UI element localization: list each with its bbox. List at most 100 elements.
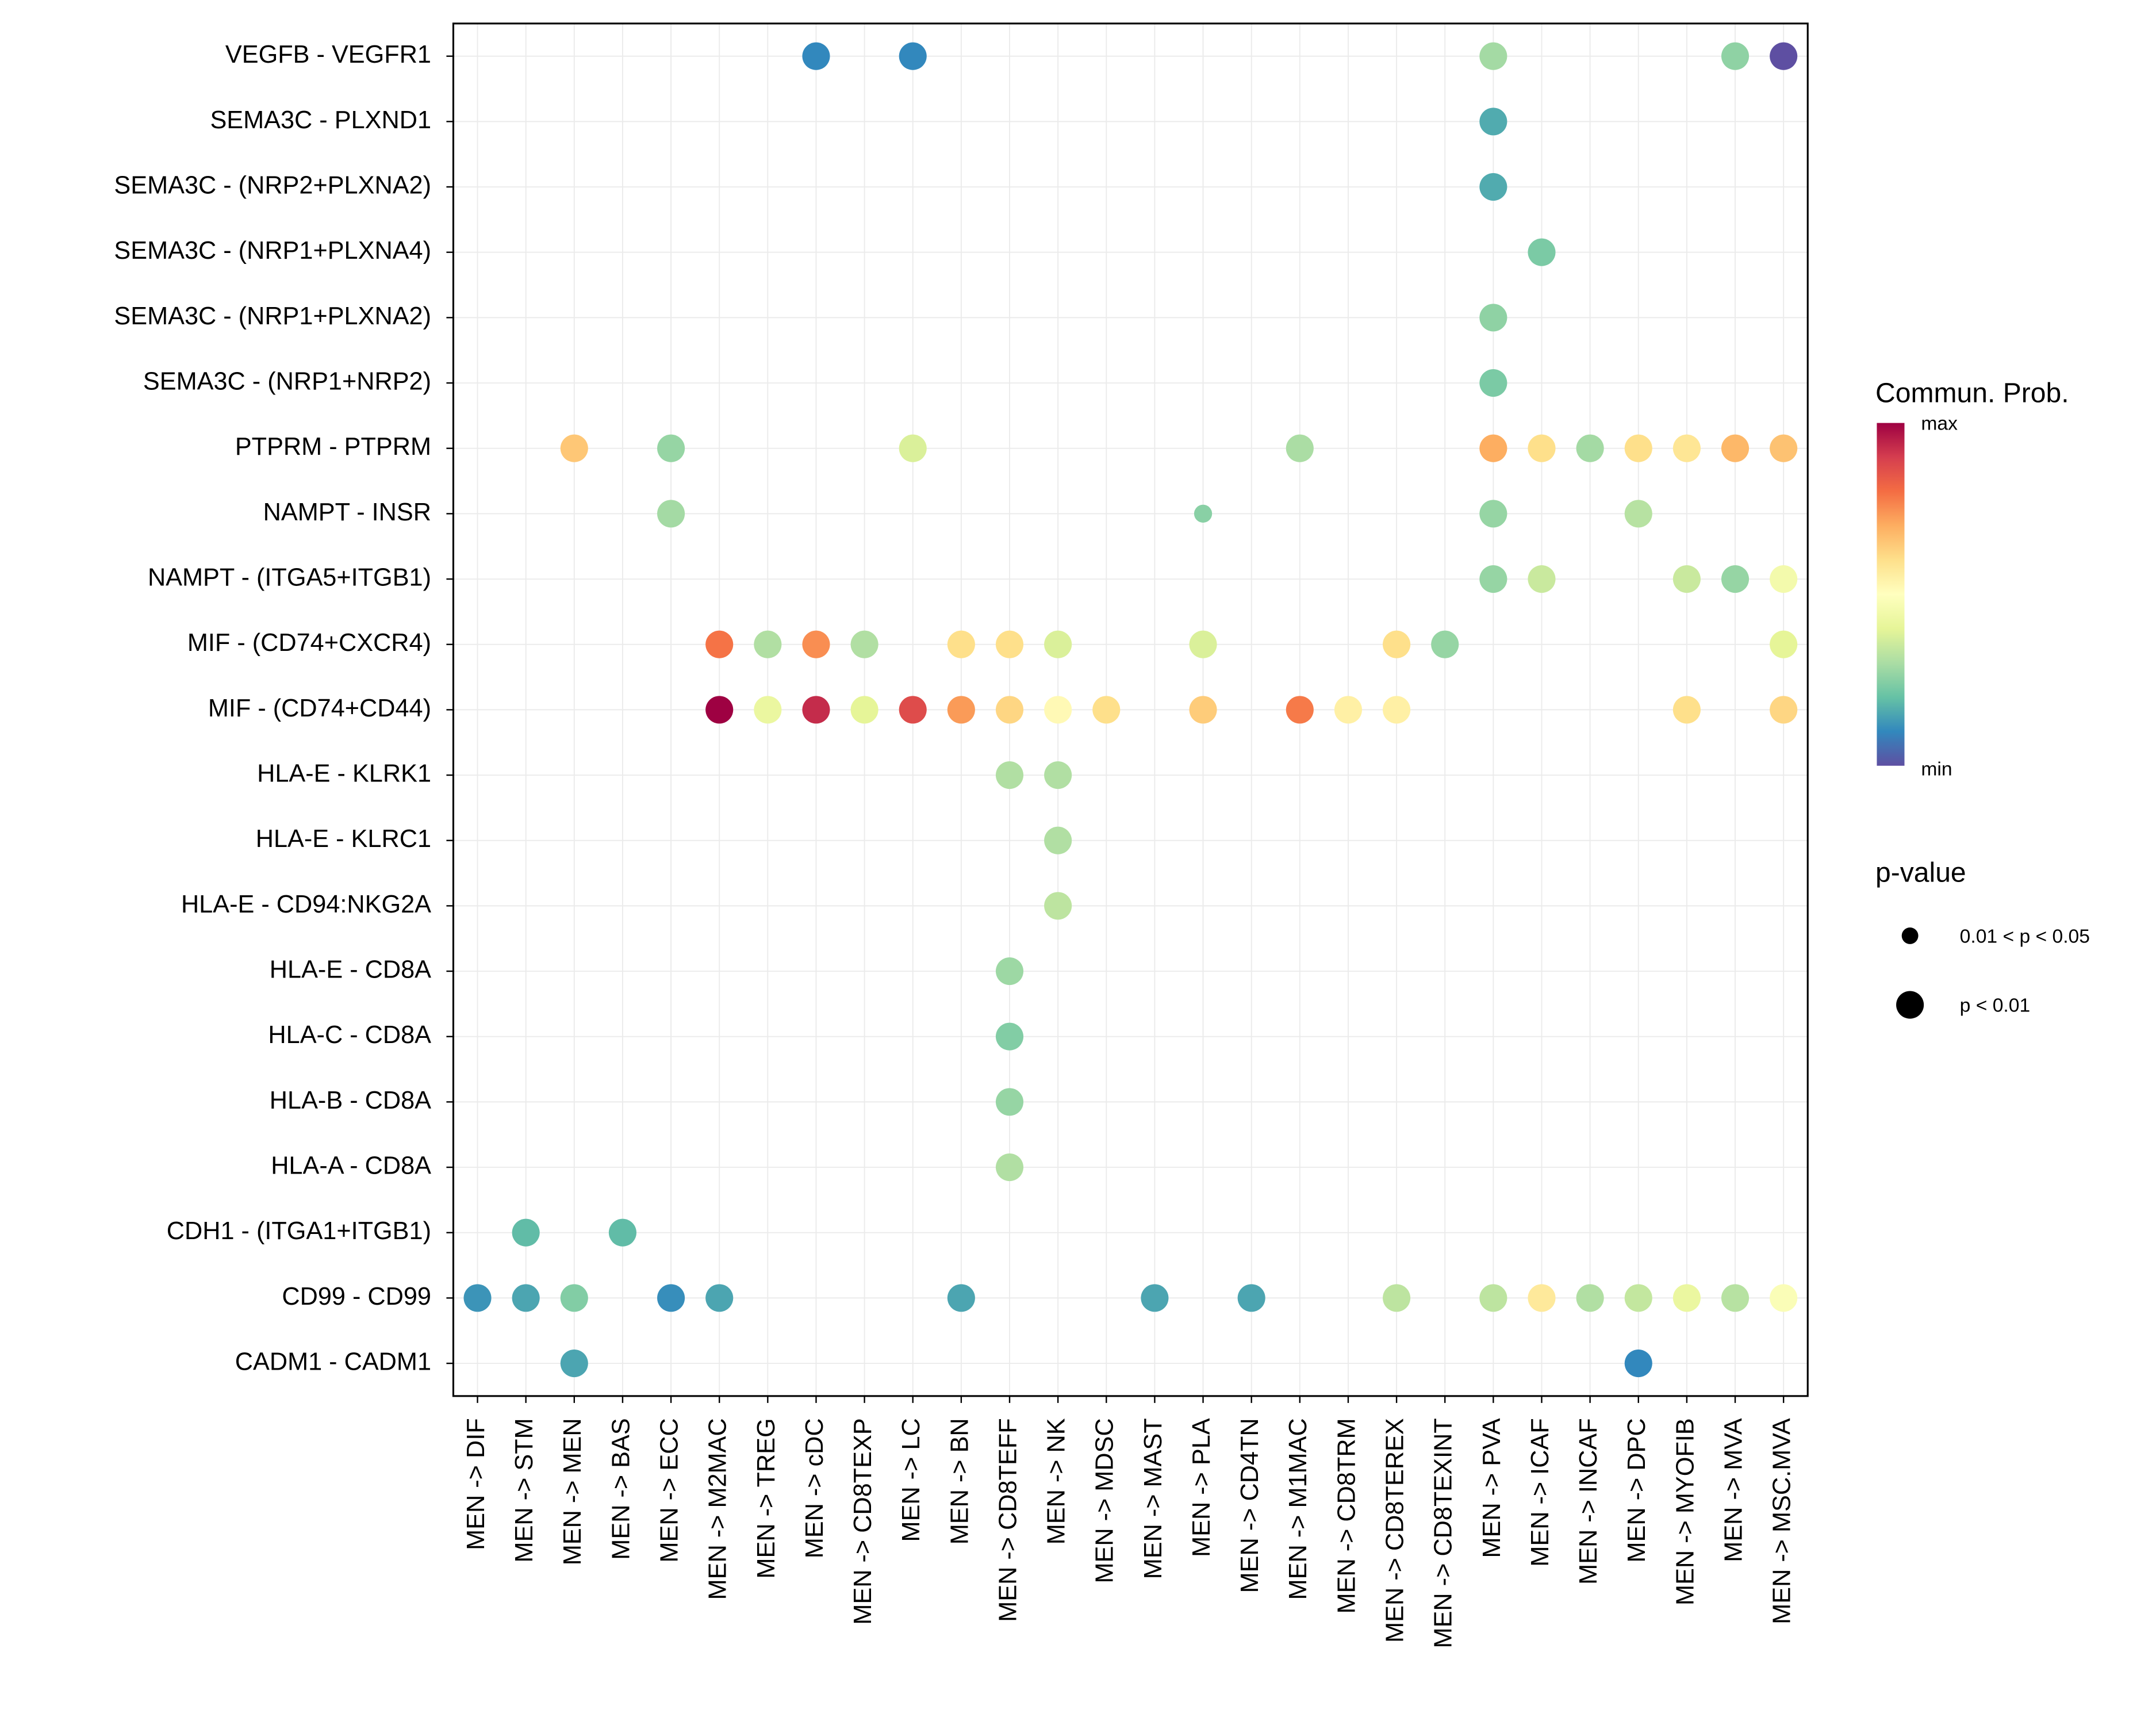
pvalue-legend-title: p-value: [1875, 857, 1966, 888]
data-point: [1770, 565, 1798, 593]
y-tick-label: CDH1 - (ITGA1+ITGB1): [167, 1217, 431, 1245]
y-tick-label: NAMPT - (ITGA5+ITGB1): [148, 564, 431, 591]
data-point: [1672, 565, 1701, 593]
y-tick-label: PTPRM - PTPRM: [235, 433, 431, 461]
data-point: [1770, 434, 1798, 462]
y-tick-label: HLA-E - CD94:NKG2A: [181, 891, 431, 918]
data-point: [1672, 696, 1701, 724]
data-point: [705, 630, 734, 658]
data-point: [1189, 630, 1217, 658]
data-point: [1479, 369, 1507, 397]
y-tick-label: MIF - (CD74+CXCR4): [187, 629, 431, 657]
data-point: [608, 1218, 636, 1247]
data-point: [1479, 304, 1507, 332]
x-tick-label: MEN -> MEN: [559, 1418, 586, 1565]
data-point: [802, 696, 830, 724]
data-point: [657, 434, 685, 462]
y-tick-label: HLA-B - CD8A: [270, 1087, 431, 1114]
data-point: [899, 42, 927, 70]
data-point: [1334, 696, 1362, 724]
data-point: [512, 1284, 540, 1312]
data-point: [1044, 696, 1072, 724]
data-point: [1237, 1284, 1265, 1312]
pvalue-legend-large-dot: [1896, 991, 1924, 1019]
colorbar-title: Commun. Prob.: [1875, 378, 2069, 409]
x-tick-label: MEN -> MVA: [1720, 1418, 1747, 1562]
colorbar-max-label: max: [1921, 413, 1958, 435]
x-axis-labels: MEN -> DIF MEN -> STM MEN -> MEN MEN -> BAS…: [462, 1396, 1796, 1648]
y-tick-label: CADM1 - CADM1: [235, 1348, 431, 1375]
data-point: [560, 434, 588, 462]
x-tick-label: MEN -> MAST: [1140, 1418, 1167, 1579]
x-tick-label: MEN -> MSC.MVA: [1768, 1418, 1796, 1624]
data-point: [1044, 826, 1072, 854]
plot-border: [452, 22, 1809, 1397]
y-tick-label: SEMA3C - (NRP2+PLXNA2): [114, 171, 431, 199]
x-tick-label: MEN -> CD8TRM: [1333, 1418, 1360, 1613]
data-point: [850, 696, 878, 724]
data-point: [1092, 696, 1121, 724]
y-tick-label: VEGFB - VEGFR1: [225, 41, 431, 68]
data-point: [705, 696, 734, 724]
x-tick-label: MEN -> ECC: [655, 1418, 683, 1562]
data-point: [995, 696, 1024, 724]
data-point: [995, 761, 1024, 789]
data-point: [995, 1153, 1024, 1182]
data-point: [1044, 630, 1072, 658]
data-point: [1770, 630, 1798, 658]
x-tick-label: MEN -> PVA: [1478, 1418, 1506, 1558]
data-point: [754, 696, 782, 724]
data-point: [995, 957, 1024, 986]
data-point: [1383, 630, 1411, 658]
data-point: [1624, 434, 1652, 462]
data-point: [463, 1284, 492, 1312]
data-point: [754, 630, 782, 658]
colorbar-min-label: min: [1921, 759, 1952, 780]
data-point: [1576, 1284, 1604, 1312]
y-tick-label: HLA-A - CD8A: [271, 1152, 431, 1179]
data-point: [512, 1218, 540, 1247]
x-tick-label: MEN -> ICAF: [1526, 1418, 1554, 1566]
data-point: [657, 500, 685, 528]
data-point: [1528, 238, 1556, 266]
x-tick-label: MEN -> CD4TN: [1236, 1418, 1264, 1593]
data-point: [1286, 434, 1314, 462]
y-tick-label: HLA-C - CD8A: [268, 1021, 431, 1049]
data-point: [1044, 892, 1072, 920]
data-point: [1624, 1284, 1652, 1312]
x-tick-label: MEN -> BN: [946, 1418, 973, 1544]
data-point: [1189, 696, 1217, 724]
data-point: [1479, 565, 1507, 593]
data-point: [1479, 500, 1507, 528]
x-tick-label: MEN -> NK: [1043, 1418, 1071, 1544]
data-point: [1044, 761, 1072, 789]
x-tick-label: MEN -> STM: [511, 1418, 538, 1562]
data-point: [995, 1022, 1024, 1051]
data-point: [1528, 1284, 1556, 1312]
x-tick-label: MEN -> CD8TEFF: [994, 1418, 1022, 1621]
data-point: [1576, 434, 1604, 462]
y-axis-labels: VEGFB - VEGFR1 SEMA3C - PLXND1 SEMA3C - (N…: [114, 41, 454, 1375]
x-tick-label: MEN -> PLA: [1188, 1418, 1215, 1557]
data-point: [1624, 1350, 1652, 1378]
data-point: [1721, 1284, 1750, 1312]
pvalue-legend-small-dot: [1901, 927, 1919, 944]
data-point: [1286, 696, 1314, 724]
x-tick-label: MEN -> CD8TEXINT: [1430, 1418, 1457, 1648]
data-point: [705, 1284, 734, 1312]
data-point: [1479, 108, 1507, 136]
y-tick-label: HLA-E - KLRK1: [257, 760, 431, 787]
x-tick-label: MEN -> INCAF: [1575, 1418, 1602, 1585]
data-points: [463, 42, 1798, 1378]
pvalue-legend: p-value 0.01 < p < 0.05 p < 0.01: [1875, 857, 2090, 1019]
y-tick-label: SEMA3C - (NRP1+PLXNA2): [114, 302, 431, 330]
x-tick-label: MEN -> CD8TEXP: [849, 1418, 877, 1624]
data-point: [1770, 696, 1798, 724]
x-tick-label: MEN -> M2MAC: [704, 1418, 732, 1600]
data-point: [802, 42, 830, 70]
data-point: [1624, 500, 1652, 528]
x-tick-label: MEN -> M1MAC: [1284, 1418, 1312, 1600]
data-point: [850, 630, 878, 658]
x-tick-label: MEN -> DIF: [462, 1418, 490, 1550]
